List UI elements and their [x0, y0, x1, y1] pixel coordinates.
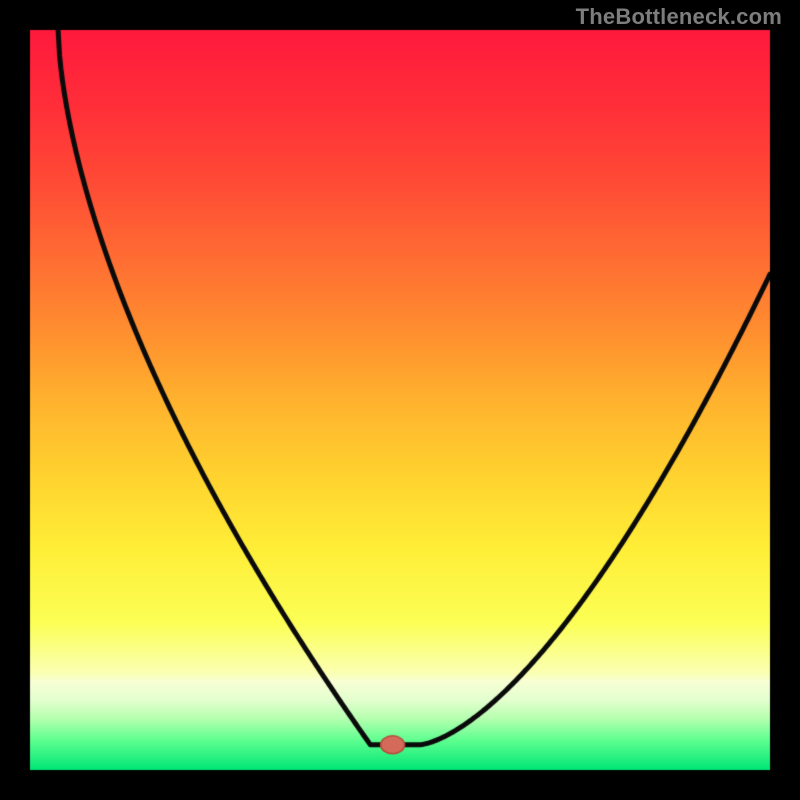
bottleneck-curve-chart: [0, 0, 800, 800]
watermark-text: TheBottleneck.com: [576, 4, 782, 30]
chart-container: TheBottleneck.com: [0, 0, 800, 800]
